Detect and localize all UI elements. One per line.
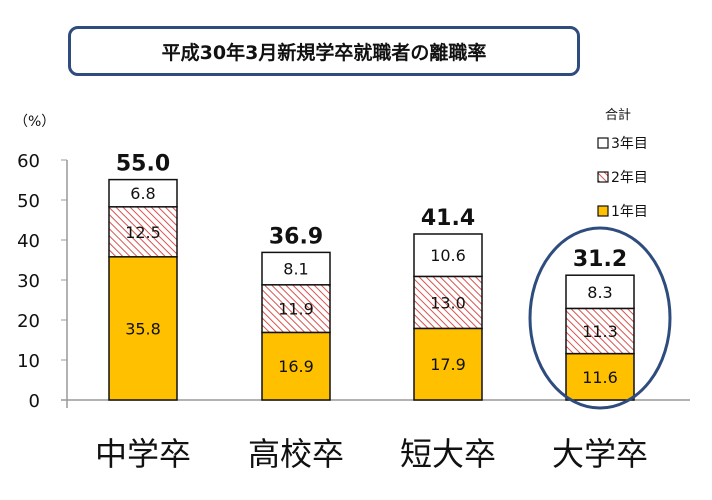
chart-title: 平成30年3月新規学卒就職者の離職率	[68, 26, 580, 76]
data-label: 10.6	[430, 246, 466, 265]
y-tick-label: 0	[29, 391, 40, 412]
data-label: 6.8	[130, 184, 155, 203]
total-label: 41.4	[421, 206, 475, 231]
legend-swatch	[597, 137, 609, 149]
bar-segment-2年目	[565, 307, 635, 355]
category-label: 中学卒	[95, 435, 191, 473]
data-label: 16.9	[278, 357, 314, 376]
bar-segment-1年目	[413, 327, 483, 401]
y-tick-label: 40	[17, 231, 40, 252]
data-label: 13.0	[430, 293, 466, 312]
data-label: 11.6	[582, 368, 618, 387]
data-label: 8.3	[587, 283, 612, 302]
y-tick-label: 50	[17, 191, 40, 212]
data-label: 8.1	[283, 260, 308, 279]
data-label: 11.9	[278, 300, 314, 319]
bar-segment-1年目	[108, 256, 178, 401]
y-tick-label: 60	[17, 151, 40, 172]
y-tick-label: 20	[17, 311, 40, 332]
legend-title: 合計	[605, 107, 631, 123]
bar-segment-2年目	[413, 275, 483, 330]
bar-segment-3年目	[565, 274, 635, 310]
highlight-ellipse	[528, 226, 672, 410]
total-label: 36.9	[269, 224, 323, 249]
category-label: 高校卒	[248, 435, 344, 473]
data-label: 17.9	[430, 355, 466, 374]
bar-segment-1年目	[565, 352, 635, 401]
data-label: 12.5	[125, 223, 161, 242]
legend-item: 3年目	[611, 136, 648, 152]
legend-item: 1年目	[611, 204, 648, 220]
data-label: 35.8	[125, 319, 161, 338]
y-axis-label: （%）	[14, 114, 55, 130]
bar-segment-3年目	[108, 178, 178, 208]
bar-segment-3年目	[413, 233, 483, 278]
data-label: 11.3	[582, 322, 618, 341]
legend-swatch	[597, 171, 609, 183]
y-tick-label: 30	[17, 271, 40, 292]
legend-swatch	[597, 205, 609, 217]
total-label: 31.2	[573, 247, 627, 272]
category-label: 大学卒	[552, 435, 648, 473]
bar-segment-2年目	[261, 284, 331, 334]
y-tick-label: 10	[17, 351, 40, 372]
legend-item: 2年目	[611, 170, 648, 186]
bar-segment-3年目	[261, 251, 331, 286]
category-label: 短大卒	[400, 435, 496, 473]
total-label: 55.0	[116, 152, 170, 177]
